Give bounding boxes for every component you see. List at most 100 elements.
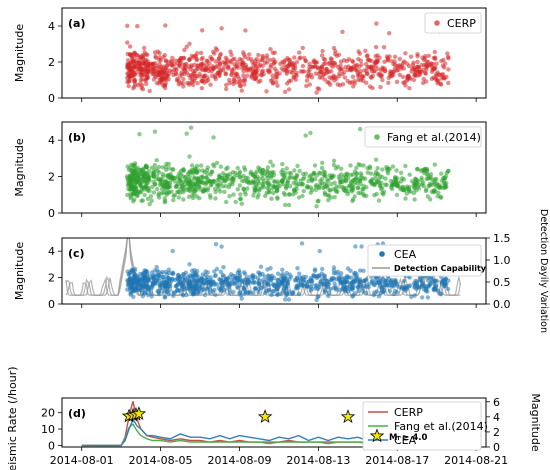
data-point xyxy=(154,186,160,192)
data-point xyxy=(166,275,171,281)
data-point xyxy=(198,74,203,79)
legend-label: Fang et al.(2014) xyxy=(394,420,488,433)
data-point xyxy=(235,165,240,171)
data-point xyxy=(432,162,437,167)
data-point xyxy=(181,189,186,195)
data-point xyxy=(297,56,302,61)
data-point xyxy=(156,192,161,198)
data-point xyxy=(294,73,299,79)
data-point xyxy=(126,186,131,192)
data-point xyxy=(319,177,325,182)
data-point xyxy=(132,268,137,273)
y2-tick-label: 6 xyxy=(493,396,500,409)
data-point xyxy=(285,81,290,86)
data-point xyxy=(125,278,130,283)
data-point xyxy=(293,190,298,195)
data-point xyxy=(176,82,181,87)
data-point xyxy=(259,185,264,190)
data-point xyxy=(142,274,148,279)
data-point xyxy=(322,77,327,82)
data-point xyxy=(433,189,438,194)
data-point xyxy=(221,65,227,70)
data-point xyxy=(142,192,147,198)
data-point xyxy=(193,287,198,292)
data-point xyxy=(132,288,138,294)
data-point xyxy=(365,170,370,175)
data-point xyxy=(393,175,398,180)
data-point xyxy=(325,80,330,85)
data-point xyxy=(394,168,399,173)
data-point xyxy=(351,293,356,298)
data-point xyxy=(397,284,402,290)
y-tick-label: 10 xyxy=(41,423,55,436)
data-point xyxy=(231,289,236,295)
data-point xyxy=(334,189,339,194)
data-point xyxy=(357,126,363,132)
data-point xyxy=(321,185,326,191)
data-point xyxy=(369,181,375,187)
data-point xyxy=(394,181,399,186)
data-point xyxy=(178,59,184,64)
data-point xyxy=(237,56,243,62)
data-point xyxy=(433,287,438,292)
data-point xyxy=(326,293,331,299)
data-point xyxy=(131,86,136,91)
data-point xyxy=(200,28,205,33)
plot-area xyxy=(65,238,461,303)
data-point xyxy=(157,170,162,175)
data-point xyxy=(191,272,196,277)
data-point xyxy=(336,52,342,57)
data-point xyxy=(263,290,268,296)
data-point xyxy=(301,188,306,194)
data-point xyxy=(256,281,262,286)
data-point xyxy=(176,195,181,200)
data-point xyxy=(153,55,159,60)
data-point xyxy=(386,80,391,86)
data-point xyxy=(260,63,265,68)
data-point xyxy=(268,57,273,63)
data-point xyxy=(400,74,406,80)
data-point xyxy=(295,163,300,169)
data-point xyxy=(204,175,209,180)
data-point xyxy=(163,23,168,28)
data-point xyxy=(370,85,375,91)
data-point xyxy=(342,188,348,193)
data-point xyxy=(244,278,250,283)
panel-a: 0 2 4 Magnitude (a) CERP xyxy=(13,7,487,105)
y-tick-label: 4 xyxy=(48,245,55,258)
data-point xyxy=(157,273,162,279)
data-point xyxy=(332,195,337,200)
data-point xyxy=(194,163,200,169)
data-point xyxy=(216,56,221,61)
data-point xyxy=(139,186,144,191)
data-point xyxy=(194,170,200,175)
data-point xyxy=(318,282,323,287)
data-point xyxy=(334,287,339,292)
data-point xyxy=(314,90,319,95)
data-point xyxy=(272,66,277,71)
data-point xyxy=(348,268,353,273)
data-point xyxy=(351,84,356,89)
data-point xyxy=(256,270,261,275)
data-point xyxy=(420,295,425,300)
data-point xyxy=(154,177,159,182)
data-point xyxy=(246,275,251,280)
data-point xyxy=(205,270,210,275)
data-point xyxy=(435,194,440,199)
data-point xyxy=(270,77,275,82)
data-point xyxy=(374,21,379,26)
data-point xyxy=(136,66,141,72)
data-point xyxy=(260,68,265,73)
data-point xyxy=(139,73,144,78)
data-point xyxy=(335,164,341,169)
data-point xyxy=(166,184,171,190)
data-point xyxy=(223,184,228,189)
data-point xyxy=(350,172,356,177)
data-point xyxy=(425,295,431,300)
data-point xyxy=(434,278,439,283)
data-point xyxy=(158,64,164,70)
data-point xyxy=(154,277,160,283)
data-point xyxy=(129,178,134,184)
data-point xyxy=(187,170,192,175)
data-point xyxy=(160,269,165,275)
